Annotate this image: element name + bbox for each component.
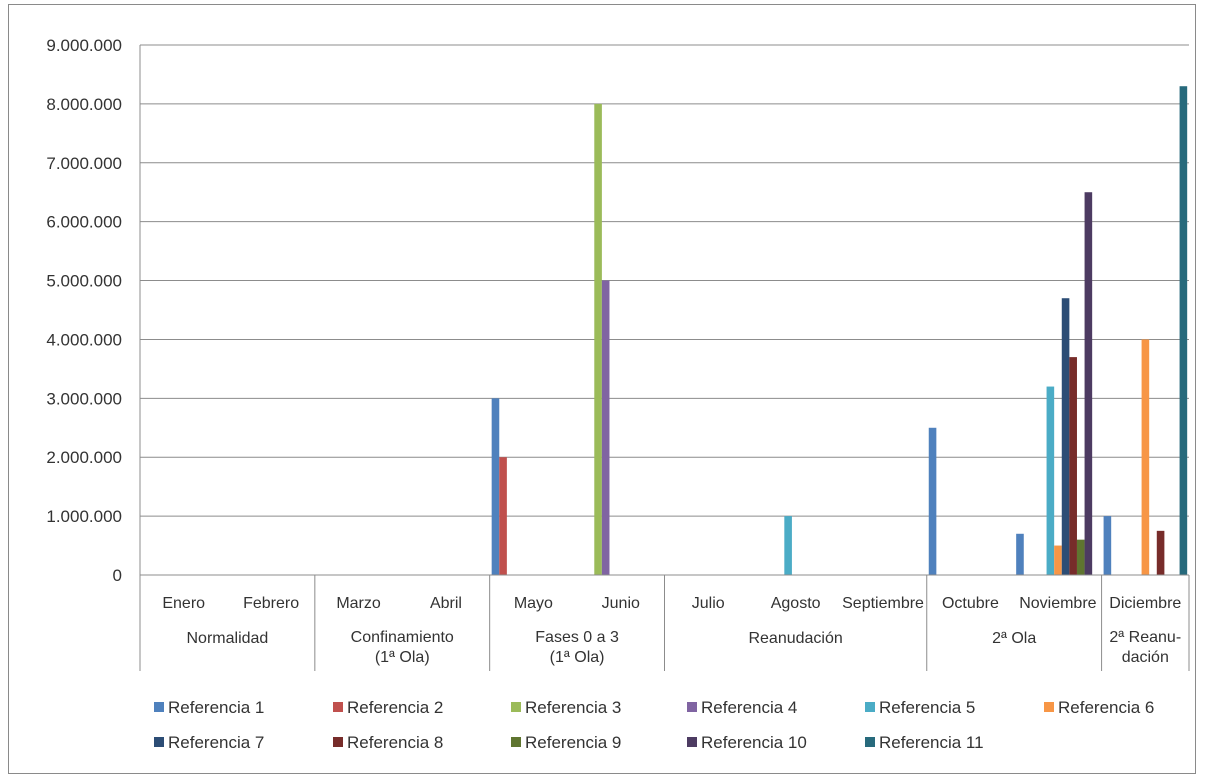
legend-swatch [865, 702, 875, 712]
legend-label: Referencia 9 [525, 733, 621, 752]
y-tick-label: 7.000.000 [46, 154, 122, 173]
y-tick-label: 6.000.000 [46, 213, 122, 232]
y-tick-label: 8.000.000 [46, 95, 122, 114]
legend-swatch [333, 737, 343, 747]
bar [1069, 357, 1077, 575]
legend-label: Referencia 2 [347, 698, 443, 717]
legend-swatch [511, 702, 521, 712]
y-tick-label: 4.000.000 [46, 330, 122, 349]
bar [594, 103, 602, 575]
legend-label: Referencia 10 [701, 733, 807, 752]
x-category-label: Septiembre [842, 595, 924, 612]
x-category-label: Marzo [336, 595, 381, 612]
legend-label: Referencia 11 [879, 733, 984, 752]
legend-label: Referencia 1 [168, 698, 264, 717]
x-category-label: Julio [692, 595, 725, 612]
y-axis-labels: 0 1.000.000 2.000.000 3.000.000 4.000.000 5.0… [46, 36, 122, 585]
y-tick-label: 5.000.000 [46, 272, 122, 291]
y-tick-label: 2.000.000 [46, 448, 122, 467]
bar [1103, 516, 1112, 575]
x-group-label: Normalidad [187, 630, 269, 647]
x-category-label: Agosto [771, 595, 821, 612]
y-tick-label: 1.000.000 [46, 507, 122, 526]
x-category-label: Noviembre [1019, 595, 1096, 612]
legend-swatch [687, 737, 697, 747]
x-group-label: Confinamiento [351, 629, 454, 646]
legend-label: Referencia 4 [701, 698, 797, 717]
legend: Referencia 1 Referencia 2 Referencia 3 Refe… [154, 698, 1154, 752]
x-category-label: Abril [430, 595, 462, 612]
x-category-label: Diciembre [1109, 595, 1181, 612]
legend-label: Referencia 8 [347, 733, 443, 752]
y-tick-label: 9.000.000 [46, 36, 122, 55]
legend-label: Referencia 7 [168, 733, 264, 752]
x-category-label: Mayo [514, 595, 553, 612]
legend-swatch [154, 702, 164, 712]
y-tick-label: 3.000.000 [46, 389, 122, 408]
bar [601, 280, 610, 575]
bar [784, 516, 792, 575]
legend-label: Referencia 5 [879, 698, 975, 717]
bar [499, 457, 507, 575]
bar [928, 427, 937, 575]
x-category-label: Junio [602, 595, 640, 612]
bar [1016, 533, 1024, 575]
legend-swatch [154, 737, 164, 747]
legend-swatch [687, 702, 697, 712]
x-axis-labels: Enero Febrero Marzo Abril Mayo Junio Julio Agos… [139, 575, 1190, 671]
bar [1076, 539, 1085, 575]
gridlines [140, 44, 1189, 517]
legend-swatch [865, 737, 875, 747]
bar [1179, 86, 1188, 575]
x-group-label: Fases 0 a 3 [535, 629, 619, 646]
bar [1061, 298, 1070, 575]
legend-label: Referencia 3 [525, 698, 621, 717]
y-tick-label: 0 [113, 566, 122, 585]
x-group-label: (1ª Ola) [550, 649, 605, 666]
bar [491, 398, 500, 575]
legend-swatch [333, 702, 343, 712]
x-group-label: 2ª Reanu- [1109, 629, 1181, 646]
x-group-label: 2ª Ola [992, 630, 1036, 647]
x-group-label: (1ª Ola) [375, 649, 430, 666]
bars [491, 86, 1188, 575]
bar [1046, 386, 1055, 575]
bar [1141, 339, 1150, 575]
legend-label: Referencia 6 [1058, 698, 1154, 717]
bar [1084, 192, 1093, 575]
x-category-label: Enero [162, 595, 205, 612]
legend-swatch [511, 737, 521, 747]
x-category-label: Octubre [942, 595, 999, 612]
x-group-label: dación [1122, 649, 1169, 666]
x-category-label: Febrero [243, 595, 299, 612]
bar [1054, 545, 1062, 575]
legend-swatch [1044, 702, 1054, 712]
bar [1156, 530, 1165, 575]
x-group-label: Reanudación [748, 630, 842, 647]
